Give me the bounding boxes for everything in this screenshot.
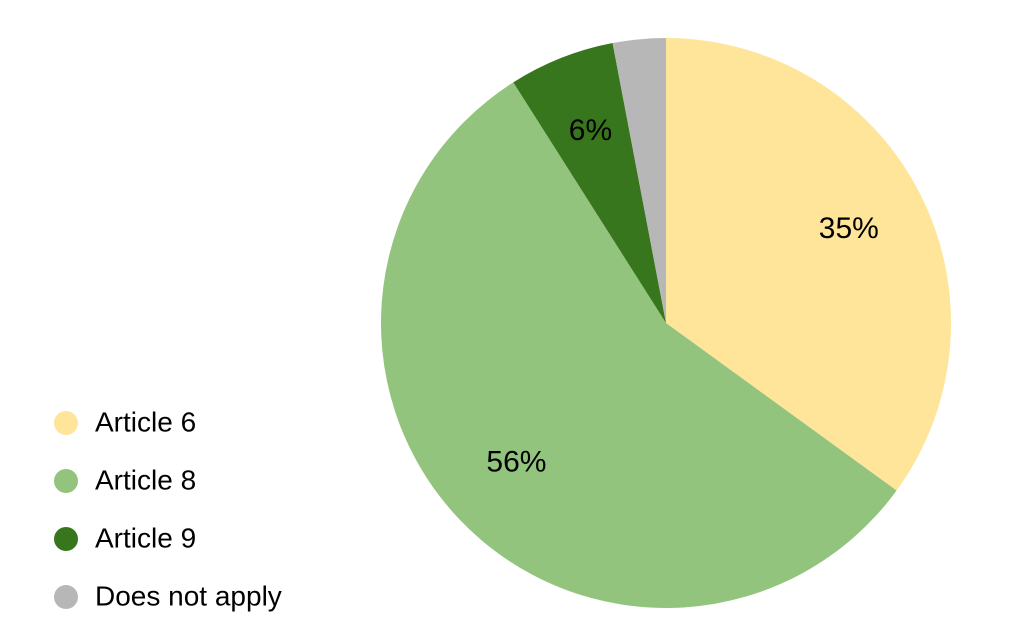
legend-swatch [54, 527, 78, 551]
legend-label: Article 6 [95, 406, 196, 437]
data-label: 35% [819, 212, 879, 245]
pie-slice [666, 38, 951, 491]
data-label: 56% [486, 445, 546, 478]
legend-swatch [54, 585, 78, 609]
legend-label: Article 9 [95, 522, 196, 553]
legend-label: Does not apply [95, 580, 282, 611]
pie-slice [513, 43, 666, 324]
legend-swatch [54, 469, 78, 493]
legend-swatch [54, 411, 78, 435]
legend-label: Article 8 [95, 464, 196, 495]
data-label: 6% [569, 114, 612, 147]
pie-slice [380, 82, 897, 609]
pie-slice [612, 38, 666, 323]
